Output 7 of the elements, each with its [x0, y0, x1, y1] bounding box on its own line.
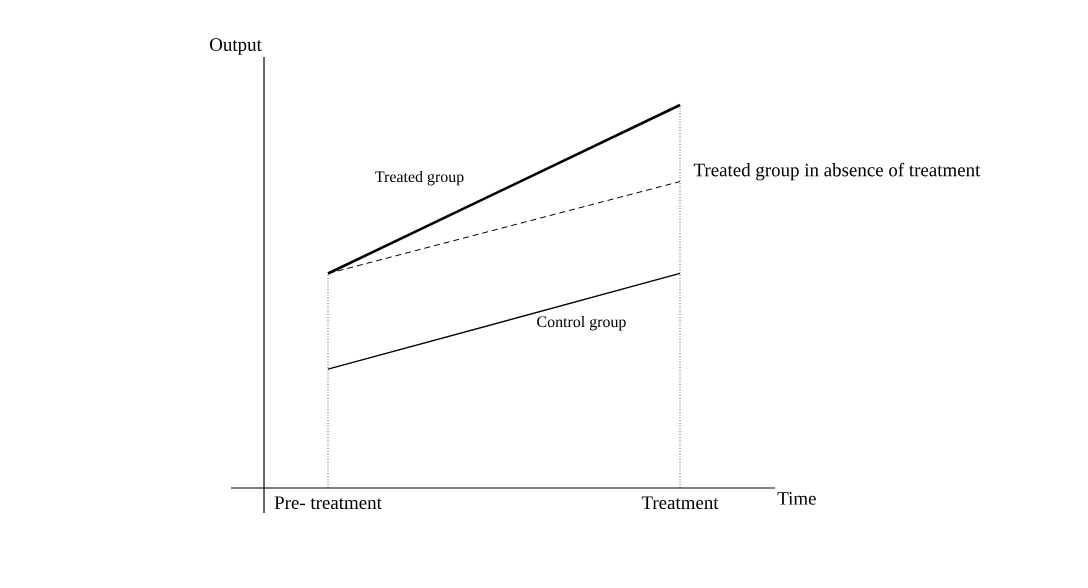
series-label: Treated group — [375, 170, 464, 186]
x-tick-label: Pre- treatment — [274, 496, 382, 510]
x-axis-title: Time — [777, 492, 816, 505]
series-label: Control group — [537, 315, 626, 331]
x-tick-label: Treatment — [641, 496, 719, 510]
y-axis-title: Output — [210, 38, 262, 55]
series-label: Treated group in absence of treatment — [693, 162, 981, 181]
